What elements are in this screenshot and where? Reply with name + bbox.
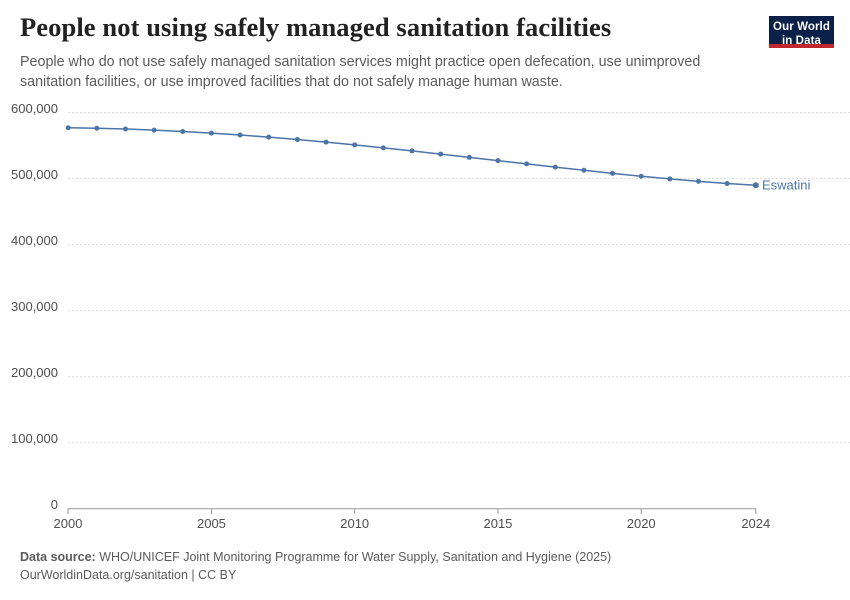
svg-text:Eswatini: Eswatini bbox=[762, 178, 811, 193]
svg-text:100,000: 100,000 bbox=[11, 431, 58, 446]
svg-text:300,000: 300,000 bbox=[11, 299, 58, 314]
svg-text:400,000: 400,000 bbox=[11, 233, 58, 248]
svg-text:200,000: 200,000 bbox=[11, 365, 58, 380]
svg-text:2020: 2020 bbox=[627, 516, 656, 531]
svg-text:2015: 2015 bbox=[483, 516, 512, 531]
svg-text:600,000: 600,000 bbox=[11, 101, 58, 116]
svg-text:2024: 2024 bbox=[741, 516, 770, 531]
svg-text:2010: 2010 bbox=[340, 516, 369, 531]
svg-text:2005: 2005 bbox=[197, 516, 226, 531]
svg-text:500,000: 500,000 bbox=[11, 167, 58, 182]
svg-text:0: 0 bbox=[51, 497, 58, 512]
svg-text:2000: 2000 bbox=[54, 516, 83, 531]
